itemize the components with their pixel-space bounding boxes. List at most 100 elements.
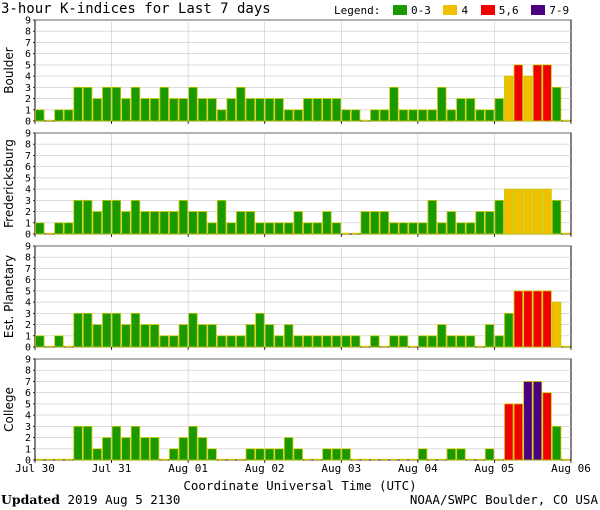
bar (513, 290, 524, 348)
bar (92, 448, 102, 461)
bar (446, 448, 457, 461)
legend-item-5-6: 5,6 (480, 4, 519, 17)
bar (504, 188, 514, 235)
bar (82, 199, 93, 235)
bar (111, 425, 122, 461)
bar (331, 448, 342, 461)
bar (264, 324, 275, 348)
bar (130, 86, 141, 122)
bar (542, 64, 552, 122)
bar (494, 335, 504, 348)
bar (303, 98, 313, 122)
y-tick-label: 1 (25, 218, 31, 229)
bar (542, 392, 552, 461)
bar (360, 211, 370, 235)
y-tick-label: 2 (25, 94, 31, 105)
bar (427, 199, 437, 235)
bar (130, 199, 141, 235)
bar (532, 188, 543, 235)
bar (149, 437, 160, 461)
bar (73, 86, 83, 122)
bar (331, 98, 342, 122)
y-tick-label: 5 (25, 399, 31, 410)
legend-swatch (392, 5, 407, 15)
bar (188, 211, 198, 235)
y-tick-label: 3 (25, 422, 31, 433)
bar (169, 211, 179, 235)
bar (532, 381, 543, 461)
x-tick-label: Jul 31 (92, 462, 132, 475)
y-tick-label: 2 (25, 433, 31, 444)
bar (398, 335, 409, 348)
bar (140, 324, 150, 348)
bar (35, 335, 45, 348)
bar (274, 335, 284, 348)
legend-item-7-9: 7-9 (531, 4, 569, 17)
bar (427, 109, 437, 122)
legend-text: 7-9 (549, 4, 570, 17)
y-tick-label: 1 (25, 105, 31, 116)
bar (226, 98, 236, 122)
legend-text: 4 (461, 4, 469, 17)
bar (408, 222, 418, 235)
y-tick-label: 4 (25, 298, 31, 309)
bar (121, 437, 131, 461)
bar (169, 448, 179, 461)
bar (130, 312, 141, 348)
legend-label: Legend: (334, 4, 381, 17)
bar (35, 109, 45, 122)
bar (149, 211, 160, 235)
bar (513, 403, 524, 461)
x-tick-label: Aug 03 (321, 462, 361, 475)
y-tick-label: 9 (25, 129, 31, 140)
y-tick-label: 0 (25, 117, 31, 128)
bar (140, 98, 150, 122)
bar (523, 188, 533, 235)
legend-swatch (531, 5, 546, 15)
bar (149, 98, 160, 122)
bar (140, 437, 150, 461)
bar (341, 109, 351, 122)
bar (274, 98, 284, 122)
legend: Legend: 0-3 4 5,6 7-9 (334, 4, 569, 17)
bar (465, 98, 476, 122)
bar (417, 109, 428, 122)
bar (121, 98, 131, 122)
bar (236, 335, 246, 348)
bar (484, 211, 495, 235)
y-tick-label: 2 (25, 207, 31, 218)
y-tick-label: 0 (25, 456, 31, 467)
bar (322, 211, 332, 235)
bar (178, 98, 189, 122)
x-tick-label: Aug 02 (245, 462, 285, 475)
bar (427, 335, 437, 348)
bar (207, 222, 217, 235)
bar (379, 211, 390, 235)
bar (63, 222, 74, 235)
x-axis-label: Coordinate Universal Time (UTC) (183, 478, 417, 493)
y-tick-label: 6 (25, 388, 31, 399)
y-tick-label: 4 (25, 185, 31, 196)
bar (437, 324, 447, 348)
bar (293, 211, 303, 235)
chart-title: 3-hour K-indices for Last 7 days (1, 1, 271, 17)
y-tick-label: 9 (25, 16, 31, 27)
y-tick-label: 6 (25, 49, 31, 60)
y-tick-label: 6 (25, 162, 31, 173)
bar (92, 324, 102, 348)
bar (73, 425, 83, 461)
bar (437, 222, 447, 235)
bar (389, 86, 399, 122)
bar (197, 211, 208, 235)
bar (226, 222, 236, 235)
bar (446, 109, 457, 122)
legend-swatch (480, 5, 495, 15)
bar (484, 448, 495, 461)
bar (197, 324, 208, 348)
bar (274, 222, 284, 235)
bar (216, 199, 227, 235)
bar (331, 335, 342, 348)
bar (255, 222, 265, 235)
bar (111, 199, 122, 235)
bar (159, 335, 169, 348)
